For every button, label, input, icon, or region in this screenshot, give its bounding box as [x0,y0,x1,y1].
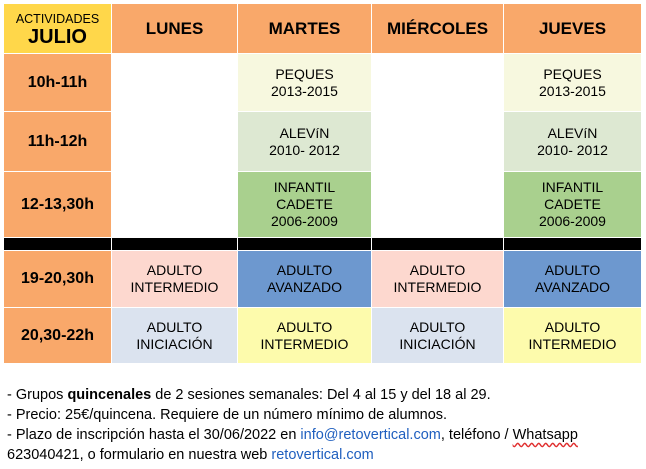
empty-cell [111,171,238,238]
class-name: ALEVíN [547,124,598,141]
separator-cell [503,237,642,251]
whatsapp-label: Whatsapp [512,427,578,443]
class-name: ADULTO [146,318,203,335]
class-cell: ADULTO INTERMEDIO [371,250,504,308]
class-years: 2010- 2012 [537,141,608,158]
note-price: - Precio: 25€/quincena. Requiere de un n… [7,407,448,423]
class-name: ADULTO [409,318,466,335]
class-cell: ADULTO AVANZADO [503,250,642,308]
separator-row [3,237,642,251]
class-name: INFANTIL [541,179,604,195]
class-name: PEQUES [275,65,334,82]
class-years: 2013-2015 [271,82,338,99]
empty-cell [111,111,238,172]
corner-cell: ACTIVIDADES JULIO [3,3,112,54]
class-name-2: CADETE [276,196,333,212]
note-registration: - Plazo de inscripción hasta el 30/06/20… [7,425,637,445]
activities-label: ACTIVIDADES [15,11,100,26]
month-label: JULIO [28,25,87,48]
time-cell: 19-20,30h [3,250,112,308]
day-header-wednesday: MIÉRCOLES [371,3,504,54]
class-level: AVANZADO [267,279,342,295]
class-name-2: CADETE [544,196,601,212]
empty-cell [371,111,504,172]
note-contact: 623040421, o formulario en nuestra web r… [7,445,637,465]
class-years: 2006-2009 [539,213,606,229]
table-row: 12-13,30h INFANTIL CADETE 2006-2009 INFA… [3,171,642,238]
class-name: ADULTO [146,262,203,278]
class-level: INICIACIÓN [136,335,213,352]
note-text: , teléfono / [440,427,513,443]
class-name: PEQUES [543,65,602,82]
class-level: INTERMEDIO [393,279,482,295]
note-bold: quincenales [67,387,152,403]
class-name: ADULTO [544,262,601,278]
website-link[interactable]: retovertical.com [271,447,374,463]
class-cell: ALEVíN 2010- 2012 [503,111,642,172]
empty-cell [111,53,238,112]
class-cell: INFANTIL CADETE 2006-2009 [237,171,372,238]
email-link[interactable]: info@retovertical.com [300,427,441,443]
header-row: ACTIVIDADES JULIO LUNES MARTES MIÉRCOLES… [3,3,642,54]
note-text: de 2 sesiones semanales: Del 4 al 15 y d… [151,387,491,403]
note-groups: - Grupos quincenales de 2 sesiones seman… [7,385,637,405]
separator-cell [237,237,372,251]
time-cell: 12-13,30h [3,171,112,238]
class-years: 2010- 2012 [269,141,340,158]
class-level: INTERMEDIO [260,335,349,352]
class-cell: ADULTO INTERMEDIO [111,250,238,308]
class-name: ALEVíN [279,124,330,141]
table-row: 10h-11h PEQUES 2013-2015 PEQUES 2013-201… [3,53,642,112]
time-cell: 20,30-22h [3,307,112,364]
class-name: ADULTO [276,318,333,335]
class-level: INICIACIÓN [399,335,476,352]
time-cell: 10h-11h [3,53,112,112]
separator-cell [3,237,112,251]
class-cell: ALEVíN 2010- 2012 [237,111,372,172]
class-cell: PEQUES 2013-2015 [237,53,372,112]
notes-section: - Grupos quincenales de 2 sesiones seman… [7,385,637,465]
class-level: INTERMEDIO [528,335,617,352]
empty-cell [371,53,504,112]
class-years: 2006-2009 [271,213,338,229]
day-header-thursday: JUEVES [503,3,642,54]
time-cell: 11h-12h [3,111,112,172]
separator-cell [371,237,504,251]
class-cell: ADULTO INTERMEDIO [503,307,642,364]
separator-cell [111,237,238,251]
class-name: ADULTO [409,262,466,278]
class-name: ADULTO [544,318,601,335]
class-level: AVANZADO [535,279,610,295]
note-text: - Grupos [7,387,68,403]
class-cell: ADULTO INICIACIÓN [371,307,504,364]
class-name: INFANTIL [273,179,336,195]
table-row: 20,30-22h ADULTO INICIACIÓN ADULTO INTER… [3,307,642,364]
class-name: ADULTO [276,262,333,278]
class-level: INTERMEDIO [130,279,219,295]
class-years: 2013-2015 [539,82,606,99]
note-text: - Plazo de inscripción hasta el 30/06/20… [7,427,301,443]
day-header-tuesday: MARTES [237,3,372,54]
class-cell: INFANTIL CADETE 2006-2009 [503,171,642,238]
table-row: 11h-12h ALEVíN 2010- 2012 ALEVíN 2010- 2… [3,111,642,172]
class-cell: PEQUES 2013-2015 [503,53,642,112]
class-cell: ADULTO AVANZADO [237,250,372,308]
schedule-table: ACTIVIDADES JULIO LUNES MARTES MIÉRCOLES… [3,3,642,364]
class-cell: ADULTO INTERMEDIO [237,307,372,364]
empty-cell [371,171,504,238]
table-row: 19-20,30h ADULTO INTERMEDIO ADULTO AVANZ… [3,250,642,308]
day-header-monday: LUNES [111,3,238,54]
class-cell: ADULTO INICIACIÓN [111,307,238,364]
note-text: 623040421, o formulario en nuestra web [7,447,272,463]
